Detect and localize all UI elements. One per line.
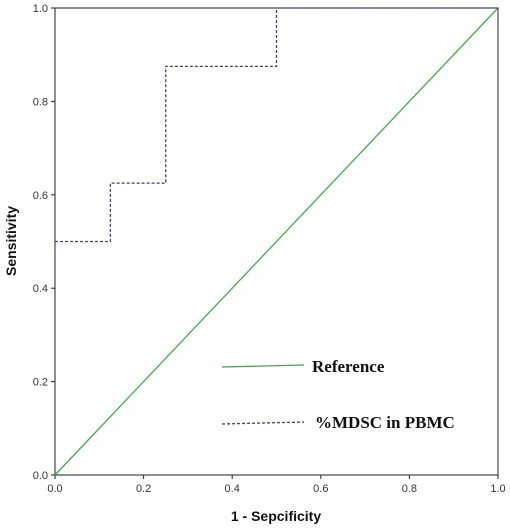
ticks: 0.0 0.2 0.4 0.6 0.8 1.0 0.0 0.2 0.4 0.6 0.8 1.0 <box>33 3 506 495</box>
x-tick-label: 0.0 <box>47 483 62 495</box>
legend-label-mdsc: %MDSC in PBMC <box>315 413 455 432</box>
x-tick-label: 0.4 <box>225 483 240 495</box>
series-lines <box>54 7 499 476</box>
legend: Reference %MDSC in PBMC <box>221 357 455 432</box>
y-tick-label: 0.8 <box>33 96 48 108</box>
reference-line <box>54 7 499 476</box>
legend-label-reference: Reference <box>312 357 385 376</box>
legend-swatch-mdsc <box>221 421 305 425</box>
legend-swatch-reference <box>221 364 305 368</box>
y-tick-label: 0.4 <box>33 283 48 295</box>
y-tick-label: 0.6 <box>33 190 48 202</box>
x-axis-title: 1 - Sepcificity <box>231 508 321 524</box>
y-tick-label: 1.0 <box>33 3 48 15</box>
mdsc-roc-curve <box>55 7 498 243</box>
y-axis-title: Sensitivity <box>3 206 19 276</box>
y-tick-label: 0.2 <box>33 377 48 389</box>
x-tick-label: 0.2 <box>136 483 151 495</box>
x-tick-label: 0.6 <box>313 483 328 495</box>
y-tick-label: 0.0 <box>33 470 48 482</box>
x-tick-label: 1.0 <box>490 483 505 495</box>
x-tick-label: 0.8 <box>402 483 417 495</box>
